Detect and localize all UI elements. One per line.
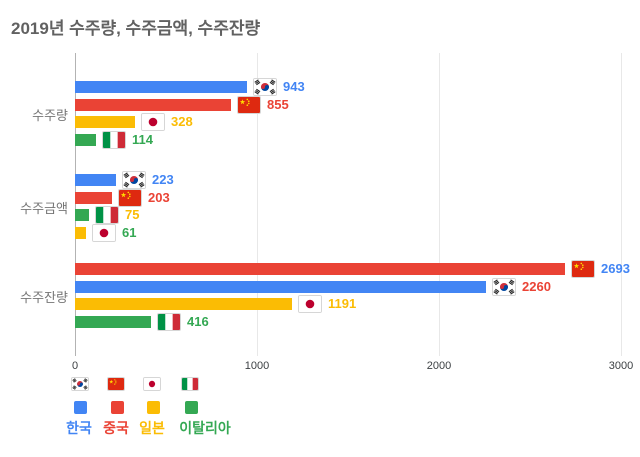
bar xyxy=(75,280,486,293)
x-tick-label: 2000 xyxy=(426,360,452,372)
gridline xyxy=(621,53,622,356)
bar-value-label: 2693 xyxy=(601,261,630,276)
bar-value-label: 2260 xyxy=(522,278,551,294)
china-flag-icon xyxy=(237,95,261,114)
x-tick-label: 0 xyxy=(71,360,79,372)
bar-value-label: 114 xyxy=(132,131,153,147)
gridline xyxy=(75,53,76,356)
category-label: 수주잔량 xyxy=(20,290,68,306)
bar xyxy=(75,191,112,204)
italy-flag-icon xyxy=(102,130,126,149)
korea-flag-icon xyxy=(253,78,277,96)
bar-value-label: 855 xyxy=(267,96,289,112)
x-tick-label: 1000 xyxy=(244,360,270,372)
japan-flag-icon xyxy=(141,113,165,131)
x-tick-label: 3000 xyxy=(608,360,634,372)
bar-value-label: 328 xyxy=(171,114,193,129)
bar xyxy=(75,116,135,128)
legend-swatch xyxy=(73,401,87,414)
korea-flag-icon xyxy=(492,277,516,296)
legend-label: 이탈리아 xyxy=(179,420,231,436)
bar xyxy=(75,81,247,93)
legend-label: 한국 xyxy=(66,420,92,436)
bar-value-label: 203 xyxy=(148,189,170,205)
legend-swatch xyxy=(184,401,198,414)
legend-label: 일본 xyxy=(139,420,165,436)
bar xyxy=(75,315,151,328)
bar-value-label: 943 xyxy=(283,79,305,94)
china-flag-icon xyxy=(571,260,595,278)
bar xyxy=(75,298,292,310)
bar-value-label: 75 xyxy=(125,207,140,222)
bar-value-label: 223 xyxy=(152,172,174,187)
legend-china-flag-icon xyxy=(107,377,125,391)
japan-flag-icon xyxy=(298,295,322,313)
gridline xyxy=(257,53,258,356)
bar xyxy=(75,98,231,111)
chart-title: 2019년 수주량, 수주금액, 수주잔량 xyxy=(11,19,261,38)
italy-flag-icon xyxy=(157,312,181,331)
bar xyxy=(75,263,565,275)
italy-flag-icon xyxy=(95,206,119,224)
legend-swatch xyxy=(110,401,124,414)
category-label: 수주량 xyxy=(32,108,68,124)
bar xyxy=(75,133,96,146)
category-label: 수주금액 xyxy=(20,201,68,217)
bar-value-label: 416 xyxy=(187,313,209,329)
china-flag-icon xyxy=(118,188,142,207)
japan-flag-icon xyxy=(92,223,116,242)
legend-swatch xyxy=(146,401,160,414)
legend-label: 중국 xyxy=(103,420,129,436)
gridline xyxy=(439,53,440,356)
bar xyxy=(75,226,86,239)
legend-italy-flag-icon xyxy=(181,377,199,391)
legend-japan-flag-icon xyxy=(143,377,161,391)
bar-value-label: 1191 xyxy=(328,296,357,311)
bar xyxy=(75,209,89,221)
bar-value-label: 61 xyxy=(122,224,137,240)
legend-korea-flag-icon xyxy=(71,377,89,391)
bar xyxy=(75,174,116,186)
